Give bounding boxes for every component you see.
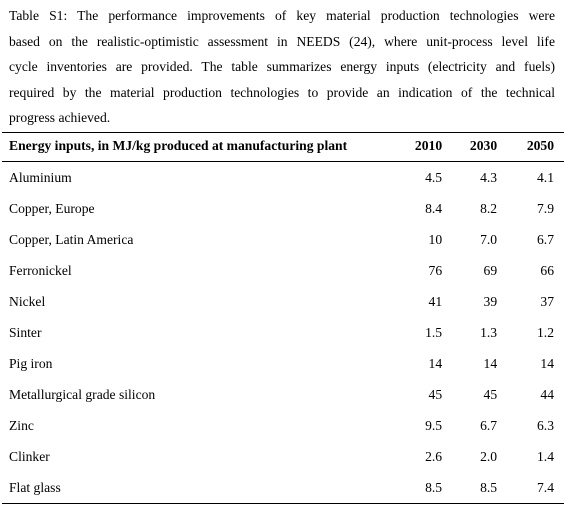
value-2010: 8.5 <box>388 472 443 504</box>
value-2030: 8.5 <box>442 472 498 504</box>
value-2010: 1.5 <box>425 324 443 340</box>
header-row: Energy inputs, in MJ/kg produced at manu… <box>2 132 564 162</box>
value-2010: 45 <box>428 386 443 402</box>
table-caption: Table S1: The performance improvements o… <box>9 3 555 131</box>
row-name: Zinc <box>9 417 34 433</box>
value-2030: 1.3 <box>480 324 498 340</box>
value-2030: 45 <box>483 386 498 402</box>
value-2010: 8.4 <box>425 200 443 216</box>
header-2030: 2030 <box>442 132 498 162</box>
value-2010: 14 <box>428 355 443 371</box>
caption-line-1: Table S1: The performance improvements o… <box>9 8 555 23</box>
header-label: Energy inputs, in MJ/kg produced at manu… <box>2 132 389 162</box>
table-row: Metallurgical grade silicon 45 45 44 <box>2 379 564 410</box>
value-2050: 1.2 <box>537 324 554 340</box>
row-name: Sinter <box>9 324 42 340</box>
value-2050: 4.1 <box>537 169 554 185</box>
value-2030: 7.0 <box>480 231 498 247</box>
table-row: Copper, Europe 8.4 8.2 7.9 <box>2 193 564 224</box>
table-row: Nickel 41 39 37 <box>2 286 564 317</box>
value-2030: 8.2 <box>480 200 498 216</box>
caption-line-5: progress achieved. <box>9 110 111 125</box>
table-row: Pig iron 14 14 14 <box>2 348 564 379</box>
caption-line-4: required by the material production tech… <box>9 84 555 100</box>
row-name: Copper, Europe <box>9 200 95 216</box>
value-2010: 9.5 <box>425 417 443 433</box>
row-name: Clinker <box>9 448 50 464</box>
value-2050: 1.4 <box>537 448 554 464</box>
value-2050: 7.9 <box>537 200 554 216</box>
row-name: Ferronickel <box>9 262 72 278</box>
caption-line-3: cycle inventories are provided. The tabl… <box>9 59 555 74</box>
table-row: Flat glass 8.5 8.5 7.4 <box>2 472 564 504</box>
value-2030: 2.0 <box>480 448 498 464</box>
value-2030: 69 <box>483 262 498 278</box>
header-2010: 2010 <box>388 132 443 162</box>
value-2010: 2.6 <box>425 448 443 464</box>
table-row: Clinker 2.6 2.0 1.4 <box>2 441 564 472</box>
value-2010: 76 <box>428 262 443 278</box>
value-2010: 10 <box>428 231 443 247</box>
table-row: Copper, Latin America 10 7.0 6.7 <box>2 224 564 255</box>
table-row: Zinc 9.5 6.7 6.3 <box>2 410 564 441</box>
value-2050: 14 <box>540 355 554 371</box>
header-2050: 2050 <box>497 132 564 162</box>
value-2050: 44 <box>540 386 554 402</box>
energy-inputs-table: Energy inputs, in MJ/kg produced at manu… <box>2 132 564 504</box>
value-2050: 66 <box>540 262 554 278</box>
row-name: Copper, Latin America <box>9 231 134 247</box>
row-name: Nickel <box>9 293 46 309</box>
table-body: Aluminium 4.5 4.3 4.1 Copper, Europe 8.4 8.2 7.… <box>2 162 564 504</box>
table-header: Energy inputs, in MJ/kg produced at manu… <box>2 132 564 162</box>
value-2050: 7.4 <box>497 472 564 504</box>
table-row: Aluminium 4.5 4.3 4.1 <box>2 162 564 194</box>
table-row: Ferronickel 76 69 66 <box>2 255 564 286</box>
table-row: Sinter 1.5 1.3 1.2 <box>2 317 564 348</box>
value-2010: 4.5 <box>425 169 443 185</box>
row-name: Metallurgical grade silicon <box>9 386 156 402</box>
row-name: Pig iron <box>9 355 53 371</box>
value-2050: 37 <box>540 293 554 309</box>
value-2030: 4.3 <box>480 169 498 185</box>
value-2010: 41 <box>428 293 443 309</box>
value-2050: 6.7 <box>537 231 554 247</box>
row-name: Flat glass <box>2 472 389 504</box>
caption-line-2: based on the realistic-optimistic assess… <box>9 33 555 49</box>
value-2030: 6.7 <box>480 417 498 433</box>
value-2050: 6.3 <box>537 417 554 433</box>
value-2030: 39 <box>483 293 498 309</box>
value-2030: 14 <box>483 355 498 371</box>
row-name: Aluminium <box>9 169 72 185</box>
